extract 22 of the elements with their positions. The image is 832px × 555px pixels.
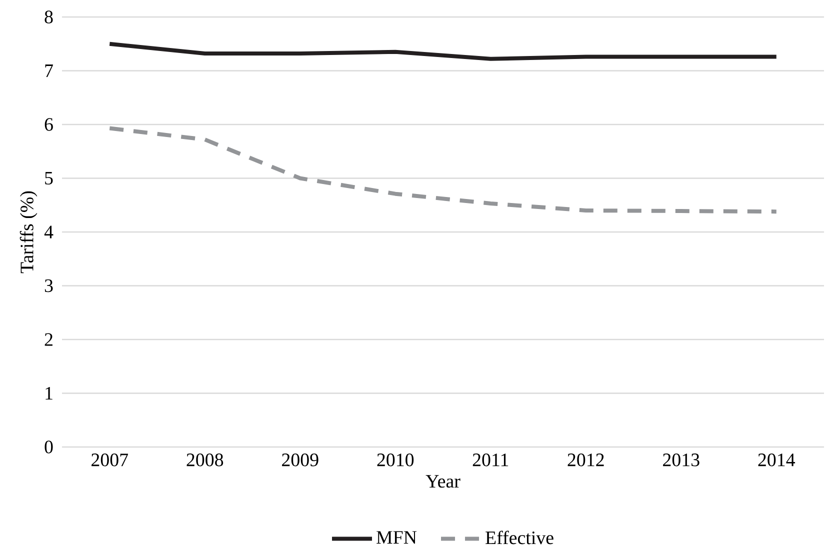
x-tick-label: 2014: [758, 454, 796, 466]
y-tick-label: 1: [46, 387, 52, 400]
y-tick-label: 4: [44, 226, 54, 238]
line-series: [108, 126, 778, 214]
y-axis-title: Tariffs (%): [20, 191, 38, 274]
x-tick-label: 2012: [568, 454, 604, 466]
y-tick-label: 5: [45, 172, 53, 185]
y-tick-label: 6: [44, 118, 53, 131]
y-tick-label: 7: [45, 64, 53, 77]
y-tick-label: 2: [44, 333, 52, 346]
y-tick-label: 0: [44, 440, 53, 454]
y-tick-label: 3: [44, 279, 53, 292]
x-tick-label: 2009: [282, 454, 318, 466]
x-tick-label: 2008: [186, 454, 224, 466]
x-tick-label: 2011: [472, 454, 508, 466]
x-tick-label: 2010: [377, 454, 414, 466]
x-axis-title: Year: [426, 475, 460, 488]
legend-label: Effective: [486, 530, 554, 544]
y-tick-label: 8: [44, 10, 53, 24]
x-tick-label: 2007: [92, 454, 128, 466]
x-tick-label: 2013: [663, 454, 700, 466]
legend-label: MFN: [376, 531, 417, 544]
